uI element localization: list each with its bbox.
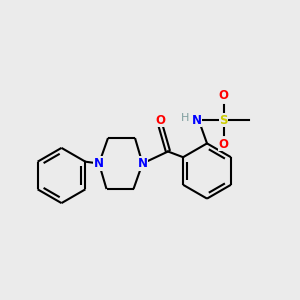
Text: N: N (94, 157, 104, 170)
Text: N: N (191, 113, 202, 127)
Text: O: O (218, 89, 229, 103)
Text: N: N (137, 157, 148, 170)
Text: O: O (155, 113, 166, 127)
Text: O: O (218, 137, 229, 151)
Text: S: S (219, 113, 228, 127)
Text: H: H (181, 112, 189, 123)
